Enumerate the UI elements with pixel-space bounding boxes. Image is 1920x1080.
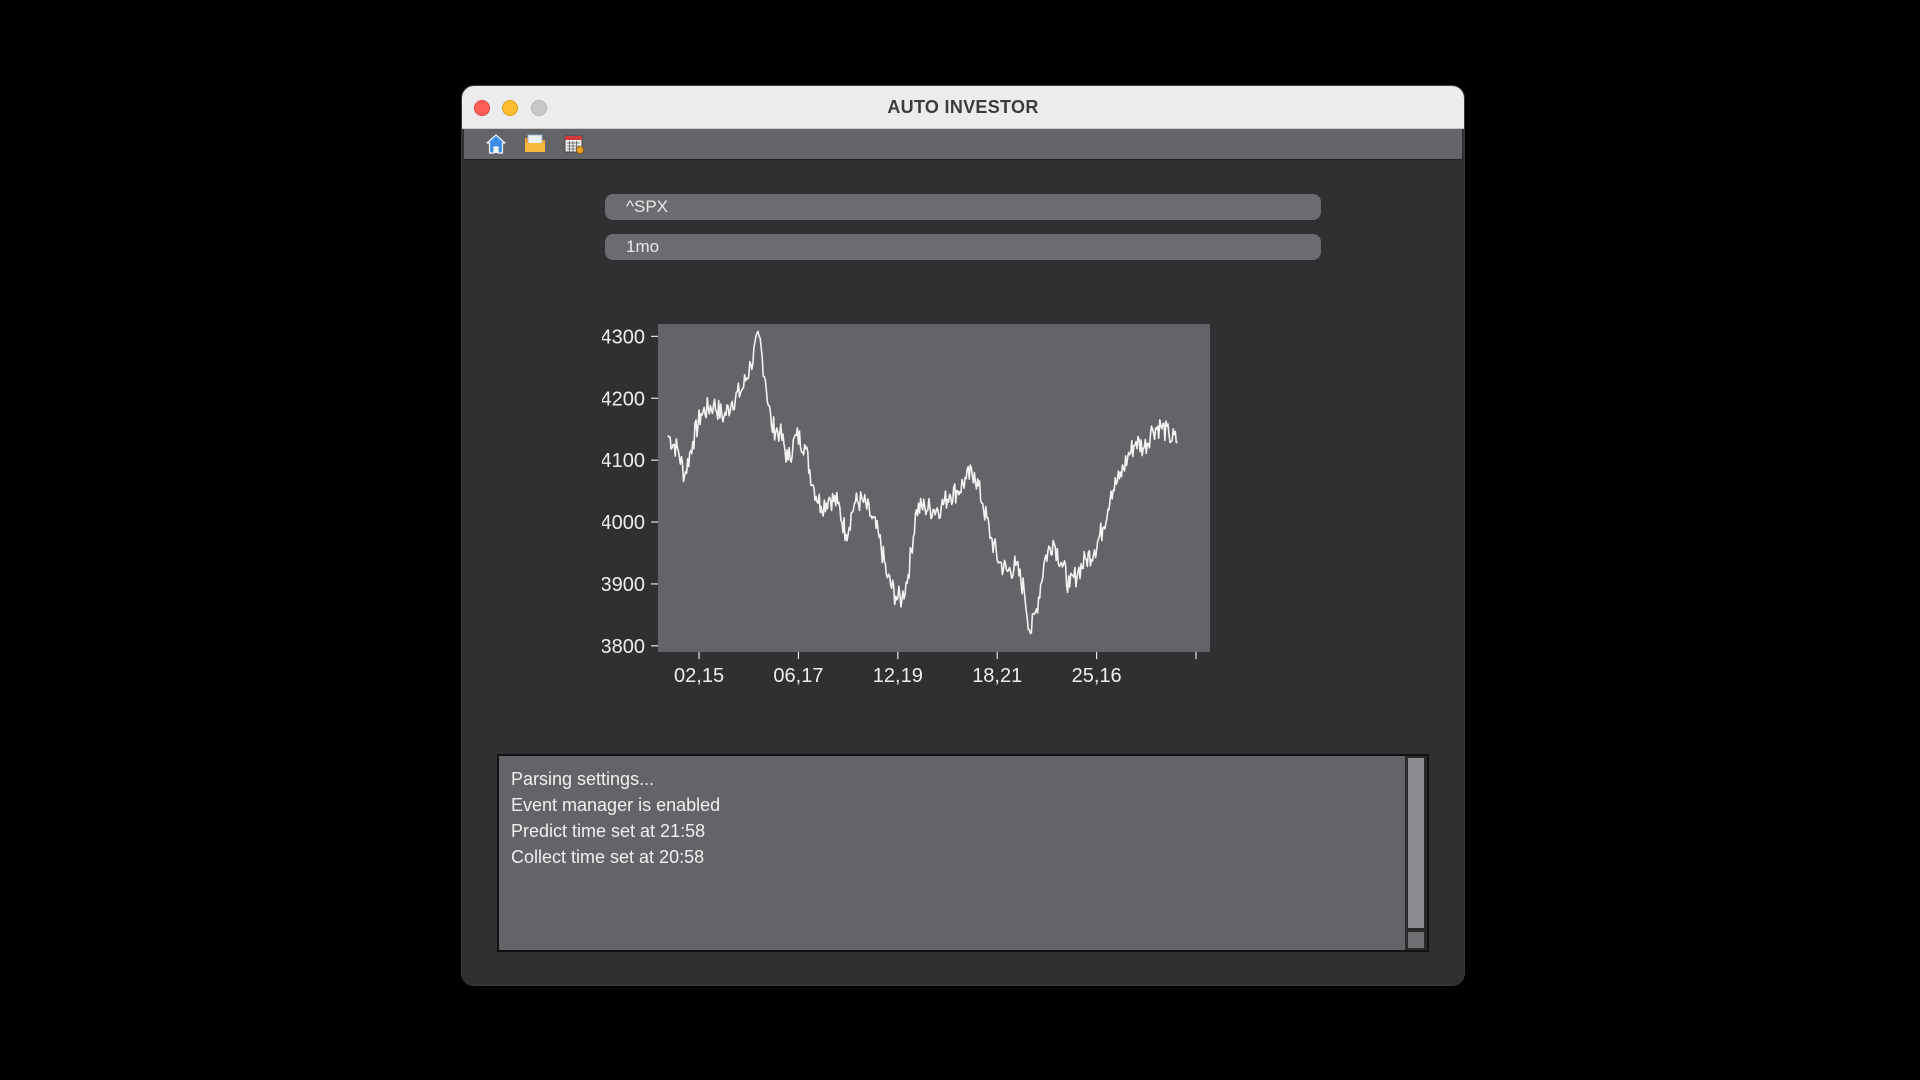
price-line	[667, 330, 1178, 635]
scrollbar-end-button[interactable]	[1408, 932, 1424, 948]
x-tick-label: 18,21	[972, 665, 1022, 687]
y-tick-label: 3800	[602, 636, 645, 658]
toolbar	[464, 129, 1462, 160]
minimize-window-button[interactable]	[502, 100, 518, 116]
plot-area	[658, 324, 1210, 652]
home-button[interactable]	[484, 133, 508, 155]
close-window-button[interactable]	[474, 100, 490, 116]
scrollbar-thumb[interactable]	[1408, 758, 1424, 928]
period-input[interactable]: 1mo	[605, 234, 1321, 260]
y-axis: 3800 3900 4000 4100 4200 4300	[602, 326, 658, 658]
log-line: Event manager is enabled	[511, 795, 721, 815]
y-tick-label: 4200	[602, 388, 645, 410]
y-tick-label: 4000	[602, 512, 645, 534]
schedule-button[interactable]	[562, 133, 586, 155]
x-tick-label: 06,17	[773, 665, 823, 687]
log-line: Predict time set at 21:58	[511, 821, 706, 841]
log-panel[interactable]: Parsing settings... Event manager is ena…	[497, 754, 1429, 952]
x-tick-label: 12,19	[873, 665, 923, 687]
calendar-icon	[564, 135, 584, 154]
open-file-button[interactable]	[523, 133, 547, 155]
x-tick-label: 02,15	[674, 665, 724, 687]
price-chart: 3800 3900 4000 4100 4200 4300 02,15 06,17 12,19…	[602, 324, 1210, 687]
log-line: Parsing settings...	[511, 769, 655, 789]
app-window: AUTO INVESTOR ^SPX 1mo	[462, 86, 1464, 985]
log-lines: Parsing settings... Event manager is ena…	[511, 766, 720, 870]
folder-icon	[525, 134, 545, 152]
log-scrollbar[interactable]	[1405, 756, 1427, 950]
log-line: Collect time set at 20:58	[511, 847, 705, 867]
x-tick-label: 25,16	[1072, 665, 1122, 687]
maximize-window-button[interactable]	[531, 100, 547, 116]
title-bar[interactable]: AUTO INVESTOR	[462, 86, 1464, 129]
y-tick-label: 3900	[602, 574, 645, 596]
y-tick-label: 4100	[602, 450, 645, 472]
ticker-input[interactable]: ^SPX	[605, 194, 1321, 220]
y-tick-label: 4300	[602, 326, 645, 348]
x-axis: 02,15 06,17 12,19 18,21 25,16	[674, 652, 1197, 687]
home-icon	[486, 134, 506, 154]
window-title: AUTO INVESTOR	[887, 97, 1039, 117]
